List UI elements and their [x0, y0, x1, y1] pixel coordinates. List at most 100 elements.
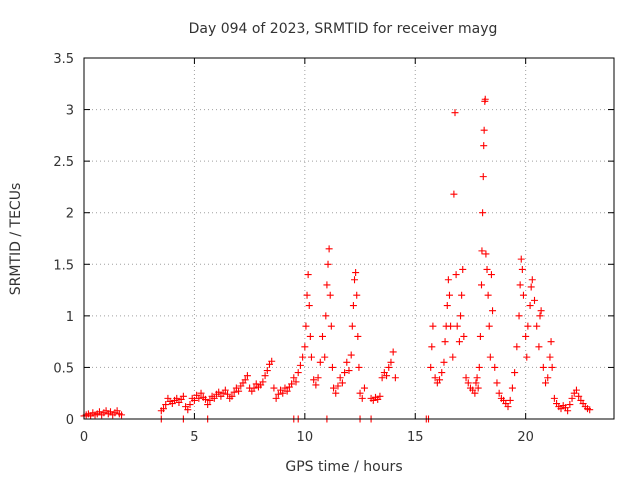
data-point [334, 382, 342, 390]
data-point [184, 406, 192, 414]
data-point [493, 379, 501, 387]
chart-title: Day 094 of 2023, SRMTID for receiver may… [189, 21, 498, 37]
data-point [204, 401, 212, 409]
plot-frame [83, 57, 615, 420]
data-point [338, 379, 346, 387]
data-point [353, 291, 361, 299]
data-point [330, 384, 338, 392]
data-point [451, 109, 459, 117]
y-tick-label: 0.5 [53, 361, 74, 376]
data-point [314, 374, 322, 382]
data-point [162, 401, 170, 409]
data-point [355, 363, 363, 371]
data-point [322, 312, 330, 320]
data-point [326, 291, 334, 299]
data-point [506, 396, 514, 404]
data-point [452, 271, 460, 279]
data-point [472, 379, 480, 387]
data-point [508, 384, 516, 392]
data-point [352, 269, 360, 277]
data-point [376, 392, 384, 400]
data-point [445, 291, 453, 299]
data-point [263, 367, 271, 375]
data-point [160, 405, 167, 413]
data-point [542, 379, 550, 387]
data-point [457, 312, 465, 320]
data-point [186, 401, 194, 409]
data-point [440, 358, 448, 366]
data-point [358, 394, 366, 402]
data-point [478, 281, 485, 289]
y-tick-label: 2.5 [53, 155, 74, 170]
data-point [195, 394, 203, 402]
data-point [536, 312, 544, 320]
data-point [537, 307, 545, 315]
x-tick-label: 15 [407, 430, 424, 445]
chart-grid [84, 58, 614, 419]
data-point [495, 389, 503, 397]
data-point [299, 353, 307, 361]
data-point [343, 358, 351, 366]
data-point [431, 374, 439, 382]
data-point [296, 361, 304, 369]
data-point [487, 271, 495, 279]
data-point [341, 369, 349, 377]
data-point [349, 302, 357, 310]
data-point [428, 343, 436, 351]
data-point [547, 338, 555, 346]
data-point [572, 386, 580, 394]
data-point [485, 322, 493, 330]
data-point [292, 378, 300, 386]
data-point [304, 271, 312, 279]
data-point [235, 387, 243, 395]
data-point [303, 291, 311, 299]
data-point [539, 363, 547, 371]
data-point [221, 386, 229, 394]
data-point [524, 322, 532, 330]
data-point [323, 281, 331, 289]
data-point [325, 245, 333, 253]
data-point [268, 357, 276, 365]
data-point [179, 392, 187, 400]
data-point [250, 384, 258, 392]
data-point [475, 363, 483, 371]
data-point [478, 247, 486, 255]
data-point [274, 390, 282, 398]
data-point [459, 265, 467, 273]
data-point [544, 374, 552, 382]
data-point [462, 374, 470, 382]
axis-ticks: 0 5 10 15 20 0 0.5 1 1.5 2 2.5 3 3.5 [53, 52, 614, 445]
data-point [391, 374, 399, 382]
data-point [481, 95, 489, 103]
x-tick-label: 10 [297, 430, 314, 445]
data-point [531, 296, 538, 304]
data-point [228, 392, 236, 400]
data-point [354, 332, 362, 340]
data-point [360, 384, 368, 392]
data-point [460, 332, 468, 340]
data-point [480, 126, 488, 134]
data-point [444, 276, 452, 284]
y-tick-label: 0 [66, 413, 74, 428]
data-point [586, 406, 594, 414]
data-point [504, 403, 512, 411]
data-point [261, 372, 269, 380]
data-point [283, 387, 291, 395]
data-point [279, 389, 287, 397]
data-point [241, 376, 249, 384]
data-point [455, 338, 463, 346]
data-point [336, 374, 344, 382]
data-point [528, 276, 536, 284]
data-point [301, 343, 309, 351]
data-point [321, 353, 329, 361]
data-point [511, 369, 519, 377]
data-point [383, 372, 391, 380]
data-point [190, 396, 198, 404]
data-point [438, 369, 446, 377]
data-point [215, 388, 223, 396]
data-point [471, 389, 479, 397]
data-point [479, 173, 487, 181]
data-point [319, 332, 326, 340]
data-point [288, 380, 296, 388]
